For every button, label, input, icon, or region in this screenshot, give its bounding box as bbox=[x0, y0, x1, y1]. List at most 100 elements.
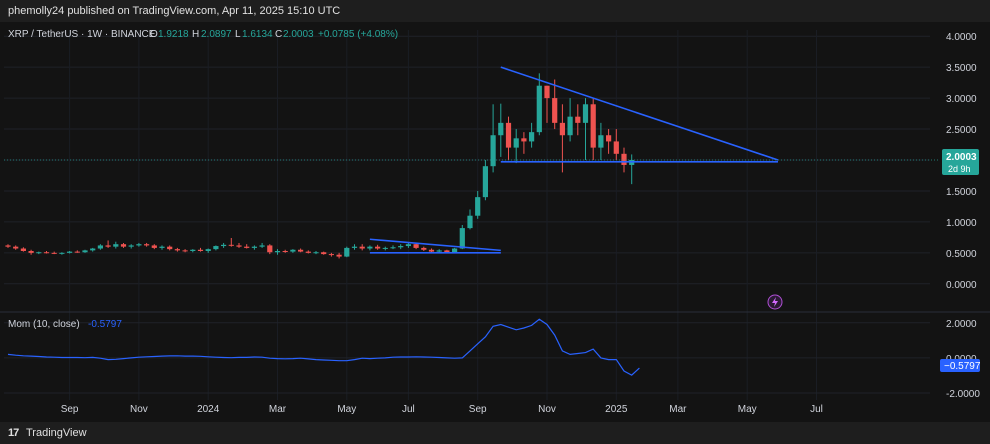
candle-body bbox=[144, 244, 150, 246]
candle-body bbox=[236, 245, 242, 247]
candle-body bbox=[351, 246, 358, 248]
candle-body bbox=[128, 245, 134, 247]
tradingview-logo-icon[interactable]: 17 bbox=[8, 427, 19, 439]
price-tick: 2.5000 bbox=[946, 125, 977, 136]
price-tick: 0.0000 bbox=[946, 280, 977, 291]
candle-body bbox=[136, 244, 142, 246]
candle-body bbox=[267, 245, 273, 253]
candle-body bbox=[59, 252, 65, 254]
candle-body bbox=[421, 247, 427, 250]
price-tick: 3.5000 bbox=[946, 63, 977, 74]
candle-body bbox=[482, 166, 488, 198]
main-grid bbox=[4, 30, 930, 400]
time-tick: 2025 bbox=[605, 404, 628, 415]
candle-body bbox=[182, 250, 188, 252]
candle-body bbox=[582, 104, 589, 123]
candles bbox=[5, 73, 635, 259]
time-tick: Sep bbox=[61, 404, 79, 415]
low-value: 1.6134 bbox=[242, 29, 273, 40]
candle-body bbox=[259, 245, 265, 247]
candle-body bbox=[113, 244, 119, 247]
candle-body bbox=[606, 135, 612, 142]
candle-body bbox=[359, 246, 365, 249]
candle-body bbox=[213, 246, 219, 250]
low-label: L bbox=[235, 29, 241, 40]
indicator-badge: −0.5797 bbox=[940, 359, 981, 372]
symbol-label: XRP / TetherUS · 1W · BINANCE bbox=[8, 29, 156, 40]
indicator-grid bbox=[4, 322, 930, 394]
price-badge: 2.0003 2d 9h bbox=[942, 149, 979, 175]
candle-body bbox=[444, 250, 450, 253]
candle-body bbox=[28, 251, 34, 253]
candle-body bbox=[97, 245, 103, 249]
footer-brand[interactable]: TradingView bbox=[26, 427, 87, 439]
candle-body bbox=[621, 153, 627, 165]
indicator-tick: 2.0000 bbox=[946, 319, 977, 330]
candle-body bbox=[467, 215, 473, 229]
candle-body bbox=[405, 244, 411, 247]
footer: 17 TradingView bbox=[0, 422, 990, 444]
candle-body bbox=[336, 254, 342, 257]
momentum-line bbox=[7, 318, 640, 376]
time-tick: Mar bbox=[269, 404, 287, 415]
candle-body bbox=[321, 252, 327, 255]
candle-body bbox=[575, 116, 581, 123]
candle-body bbox=[328, 254, 334, 256]
open-value: 1.9218 bbox=[158, 29, 189, 40]
candle-body bbox=[13, 246, 19, 249]
candle-body bbox=[559, 122, 565, 136]
time-tick: Jul bbox=[810, 404, 823, 415]
candle-body bbox=[344, 247, 350, 257]
indicator-value: -0.5797 bbox=[88, 319, 122, 330]
candle-body bbox=[244, 246, 250, 248]
candle-body bbox=[174, 249, 180, 251]
candle-body bbox=[197, 249, 204, 251]
candle-body bbox=[367, 246, 373, 249]
candle-body bbox=[251, 246, 257, 248]
price-tick: 0.5000 bbox=[946, 249, 977, 260]
time-tick: 2024 bbox=[197, 404, 220, 415]
open-label: O bbox=[150, 29, 158, 40]
candle-body bbox=[375, 246, 381, 249]
close-label: C bbox=[275, 29, 282, 40]
candle-body bbox=[105, 245, 111, 247]
high-value: 2.0897 bbox=[201, 29, 232, 40]
candle-body bbox=[151, 245, 157, 248]
publish-header: phemolly24 published on TradingView.com,… bbox=[0, 0, 990, 22]
candle-body bbox=[74, 251, 80, 253]
candle-body bbox=[282, 251, 288, 252]
candle-body bbox=[382, 247, 388, 249]
candle-body bbox=[536, 85, 542, 133]
candle-body bbox=[398, 246, 404, 248]
indicator-tick: -2.0000 bbox=[946, 389, 980, 400]
candle-body bbox=[221, 244, 227, 247]
trendlines bbox=[369, 66, 779, 254]
candle-body bbox=[498, 122, 504, 136]
indicator-label: Mom (10, close) bbox=[8, 319, 80, 330]
candle-body bbox=[598, 135, 604, 148]
candle-body bbox=[529, 132, 535, 142]
time-tick: Sep bbox=[469, 404, 487, 415]
lightning-icon[interactable] bbox=[767, 294, 783, 310]
candle-body bbox=[452, 248, 458, 253]
candle-body bbox=[567, 116, 573, 136]
candle-body bbox=[613, 141, 619, 154]
candle-body bbox=[5, 245, 11, 247]
candle-body bbox=[490, 135, 496, 167]
candle-body bbox=[413, 244, 419, 248]
candle-body bbox=[90, 248, 96, 251]
candle-body bbox=[20, 248, 26, 251]
candle-body bbox=[120, 244, 127, 247]
price-tick: 1.0000 bbox=[946, 218, 977, 229]
indicator-badge-value: −0.5797 bbox=[944, 361, 981, 372]
price-tick: 3.0000 bbox=[946, 94, 977, 105]
price-tick: 4.0000 bbox=[946, 32, 977, 43]
candle-body bbox=[43, 252, 50, 254]
price-tick: 1.5000 bbox=[946, 187, 977, 198]
candle-body bbox=[428, 249, 435, 252]
candle-body bbox=[228, 244, 234, 246]
time-tick: Nov bbox=[130, 404, 148, 415]
candle-body bbox=[544, 85, 550, 99]
candle-body bbox=[459, 228, 465, 249]
candle-body bbox=[590, 104, 596, 148]
